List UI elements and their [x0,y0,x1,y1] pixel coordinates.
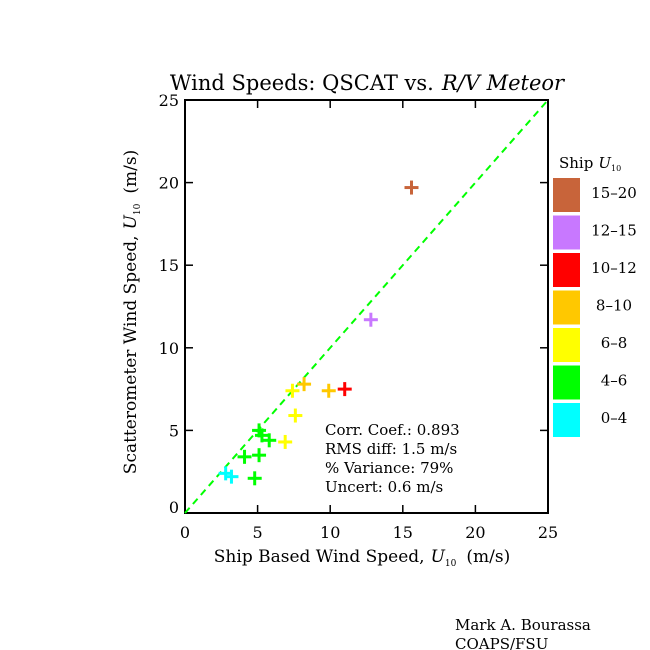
plot-frame [184,99,549,514]
legend-label: 4–6 [601,372,628,390]
y-axis-unit: (m/s) [121,150,141,194]
one-to-one-line [184,99,549,514]
x-axis-unit: (m/s) [466,547,510,567]
data-point [247,471,262,486]
legend-title: Ship U10 [559,154,621,173]
x-tick-label: 10 [320,523,340,542]
data-point [262,433,277,448]
y-tick-label: 25 [159,91,179,110]
y-axis-label-text: Scatterometer Wind Speed, [121,235,141,474]
data-point [254,428,269,443]
legend-item: 15–20 [553,178,637,212]
data-point [278,434,293,449]
y-tick-label: 5 [169,421,179,440]
y-tick-labels: 0 5 10 15 20 25 [159,91,179,517]
data-point [224,469,239,484]
legend-title-text: Ship [559,154,593,172]
y-axis-symbol-sub: 10 [133,203,143,215]
y-tick-label: 20 [159,174,179,193]
legend-item: 0–4 [553,403,627,437]
legend-title-sub: 10 [611,164,621,173]
data-point [297,377,312,392]
legend-label: 6–8 [601,334,628,352]
y-tick-label: 15 [159,256,179,275]
data-points [218,180,419,486]
legend-swatch [553,178,580,212]
legend-item: 4–6 [553,365,628,400]
x-tick-label: 25 [538,523,558,542]
legend-swatch [553,365,580,400]
x-axis-label: Ship Based Wind Speed, U10 (m/s) [214,547,510,569]
chart-title-italic: R/V Meteor [441,71,566,95]
legend-swatch [553,328,580,362]
axis-ticks [184,99,549,514]
legend-item: 12–15 [553,215,637,250]
legend: 15–20 12–15 10–12 8–10 6–8 4–6 0–4 [553,178,637,437]
x-tick-labels: 0 5 10 15 20 25 [180,523,558,542]
x-tick-label: 15 [393,523,413,542]
legend-label: 15–20 [591,184,637,202]
x-tick-label: 0 [180,523,190,542]
data-point [404,180,419,195]
data-point [252,448,267,463]
x-axis-label-text: Ship Based Wind Speed, [214,547,425,567]
legend-swatch [553,290,580,325]
legend-item: 8–10 [553,290,632,325]
stat-rms: RMS diff: 1.5 m/s [325,440,457,458]
chart-title-prefix: Wind Speeds: QSCAT vs. [170,71,434,95]
data-point [237,449,252,464]
legend-item: 6–8 [553,328,627,362]
data-point [337,382,352,397]
x-axis-symbol-sub: 10 [445,559,457,569]
legend-item: 10–12 [553,253,637,287]
data-point [321,383,336,398]
legend-label: 8–10 [596,297,632,315]
data-point [363,312,378,327]
stat-corr: Corr. Coef.: 0.893 [325,421,460,439]
legend-swatch [553,403,580,437]
credit-org: COAPS/FSU [455,635,548,650]
stat-uncert: Uncert: 0.6 m/s [325,478,443,496]
legend-label: 0–4 [601,409,628,427]
y-axis-label: Scatterometer Wind Speed, U10 (m/s) [121,150,143,474]
y-tick-label: 10 [159,339,179,358]
y-tick-label: 0 [169,498,179,517]
stat-variance: % Variance: 79% [325,459,453,477]
legend-label: 10–12 [591,259,637,277]
data-point [288,408,303,423]
x-axis-symbol: U [431,547,446,567]
y-axis-symbol: U [121,214,141,229]
x-tick-label: 5 [253,523,263,542]
statistics-box: Corr. Coef.: 0.893 RMS diff: 1.5 m/s % V… [325,421,460,496]
legend-title-symbol: U [598,154,612,172]
credit-author: Mark A. Bourassa [455,616,591,634]
legend-swatch [553,253,580,287]
data-point [285,383,300,398]
chart-title: Wind Speeds: QSCAT vs. R/V Meteor [170,71,566,95]
x-tick-label: 20 [465,523,485,542]
legend-label: 12–15 [591,222,637,240]
legend-swatch [553,215,580,250]
